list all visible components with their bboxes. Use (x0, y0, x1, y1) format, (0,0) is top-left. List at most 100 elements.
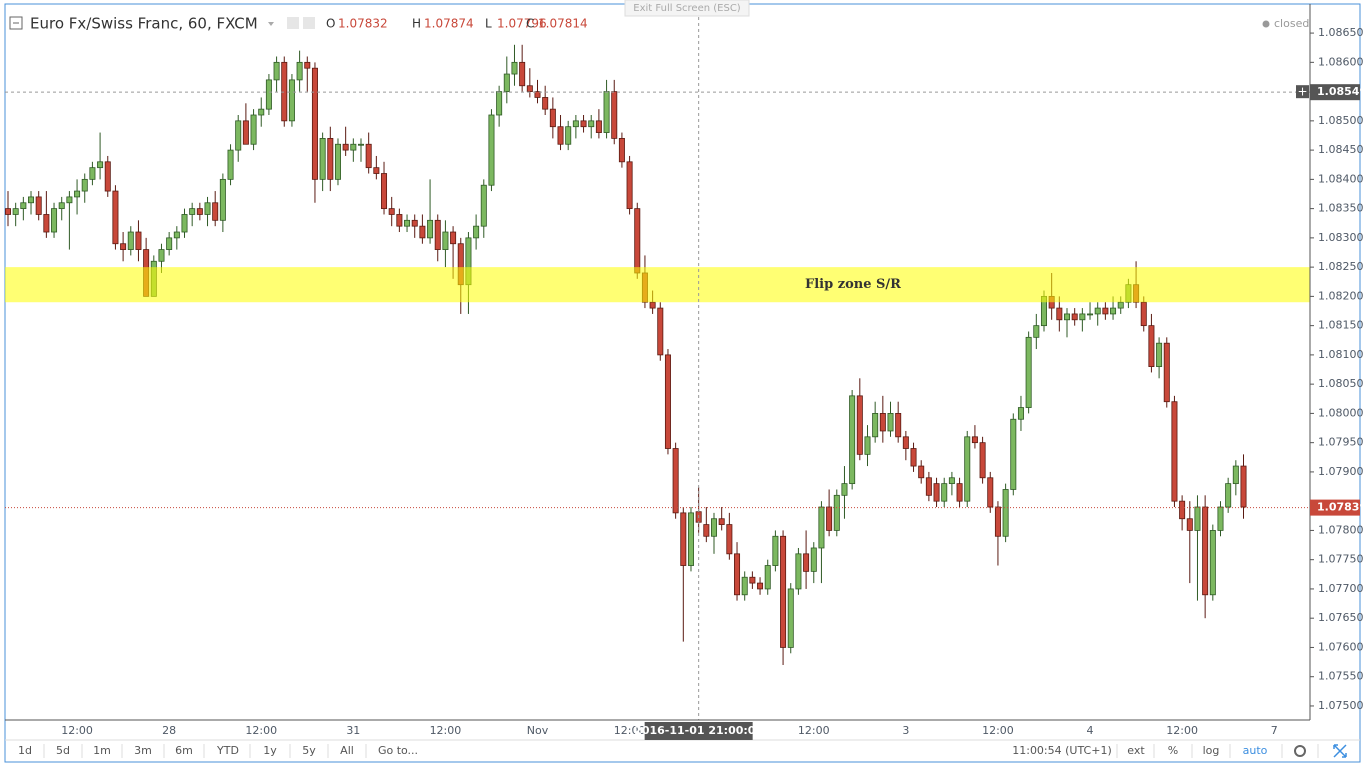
candle-body (941, 483, 948, 502)
zone-label: Flip zone S/R (805, 277, 901, 292)
candle-body (780, 535, 787, 648)
ohlc-value: 1.07832 (338, 17, 388, 31)
candle-body (634, 208, 641, 274)
candle-body (687, 512, 694, 566)
candle-body (43, 214, 50, 233)
last-price-box (1310, 499, 1360, 516)
x-tick-label: 4 (1087, 724, 1094, 737)
candle-body (396, 214, 403, 227)
option-button[interactable]: log (1203, 744, 1220, 757)
x-tick-label: 12:00 (614, 724, 646, 737)
candle-body (204, 202, 211, 215)
option-button[interactable]: auto (1243, 744, 1268, 757)
banner-text: Exit Full Screen (ESC) (633, 3, 741, 14)
candle-body (334, 143, 341, 180)
candle-body (288, 79, 295, 122)
candle-body (189, 208, 196, 215)
candle-body (1217, 506, 1224, 531)
range-button[interactable]: 1y (263, 744, 277, 757)
candle-body (1232, 465, 1239, 485)
candle-body (97, 161, 104, 169)
crosshair-price-label: 1.08549 (1317, 85, 1366, 98)
candle-body (173, 231, 180, 239)
candle-body (664, 354, 671, 449)
candle-body (672, 448, 679, 514)
dropdown-icon[interactable] (268, 22, 274, 26)
candle-body (427, 219, 434, 239)
ohlc-label: C (526, 17, 534, 31)
candle-body (120, 243, 127, 250)
candle-body (242, 120, 249, 145)
candle-body (473, 225, 480, 239)
y-tick-label: 1.07800 (1318, 523, 1364, 536)
candle-body (1079, 313, 1086, 321)
range-button[interactable]: All (340, 744, 354, 757)
candle-body (304, 61, 311, 69)
range-button[interactable]: 3m (134, 744, 152, 757)
fullscreen-icon[interactable] (1333, 744, 1347, 758)
candle-body (826, 506, 833, 531)
candle-body (419, 225, 426, 239)
candle-body (1163, 342, 1170, 403)
settings-icon[interactable] (1294, 745, 1306, 757)
candle-body (511, 61, 518, 75)
y-tick-label: 1.08400 (1318, 172, 1364, 185)
candle-body (51, 208, 58, 233)
symbol-title: Euro Fx/Swiss Franc, 60, FXCM (30, 15, 258, 33)
candle-body (35, 196, 42, 215)
option-button[interactable]: ext (1127, 744, 1145, 757)
x-tick-label: 12:00 (798, 724, 830, 737)
range-button[interactable]: 6m (175, 744, 193, 757)
ohlc-label: O (326, 17, 335, 31)
candle-body (703, 524, 710, 537)
candle-body (404, 219, 411, 227)
candle-body (1102, 307, 1109, 315)
crosshair-price-box (1310, 84, 1360, 101)
candle-body (1117, 301, 1124, 309)
candle-body (273, 61, 280, 81)
candle-body (818, 506, 825, 549)
candle-body (281, 61, 288, 122)
candle-body (311, 67, 318, 180)
candle-body (764, 565, 771, 590)
range-button[interactable]: 5d (56, 744, 70, 757)
y-tick-label: 1.08100 (1318, 348, 1364, 361)
candle-body (526, 85, 533, 92)
candle-body (1033, 325, 1040, 338)
candle-body (841, 483, 848, 496)
candle-body (519, 61, 526, 87)
range-button[interactable]: 5y (302, 744, 316, 757)
candle-body (902, 436, 909, 449)
candle-body (480, 184, 487, 227)
candle-body (734, 553, 741, 596)
candle-body (350, 143, 357, 151)
candle-body (358, 143, 365, 146)
x-tick-label: Nov (527, 724, 549, 737)
candle-body (296, 61, 303, 81)
range-button[interactable]: 1m (93, 744, 111, 757)
candle-body (603, 91, 610, 133)
option-button[interactable]: % (1168, 744, 1178, 757)
exit-fullscreen-banner[interactable] (624, 0, 750, 17)
icon[interactable] (287, 17, 299, 29)
icon[interactable] (303, 17, 315, 29)
candle-body (580, 120, 587, 128)
goto-button[interactable]: Go to... (378, 744, 418, 757)
x-tick-label: 12:00 (61, 724, 93, 737)
candle-body (1202, 506, 1209, 596)
candle-body (250, 114, 257, 145)
candle-body (1056, 307, 1063, 321)
candle-body (657, 307, 664, 356)
candle-body (212, 202, 219, 221)
range-button[interactable]: 1d (18, 744, 32, 757)
x-tick-label: 12:00 (430, 724, 462, 737)
candle-body (1148, 325, 1155, 367)
candle-body (933, 483, 940, 502)
candle-body (994, 506, 1001, 537)
candle-body (910, 448, 917, 467)
ohlc-label: L (485, 17, 492, 31)
range-button[interactable]: YTD (216, 744, 239, 757)
candle-body (1002, 489, 1009, 537)
